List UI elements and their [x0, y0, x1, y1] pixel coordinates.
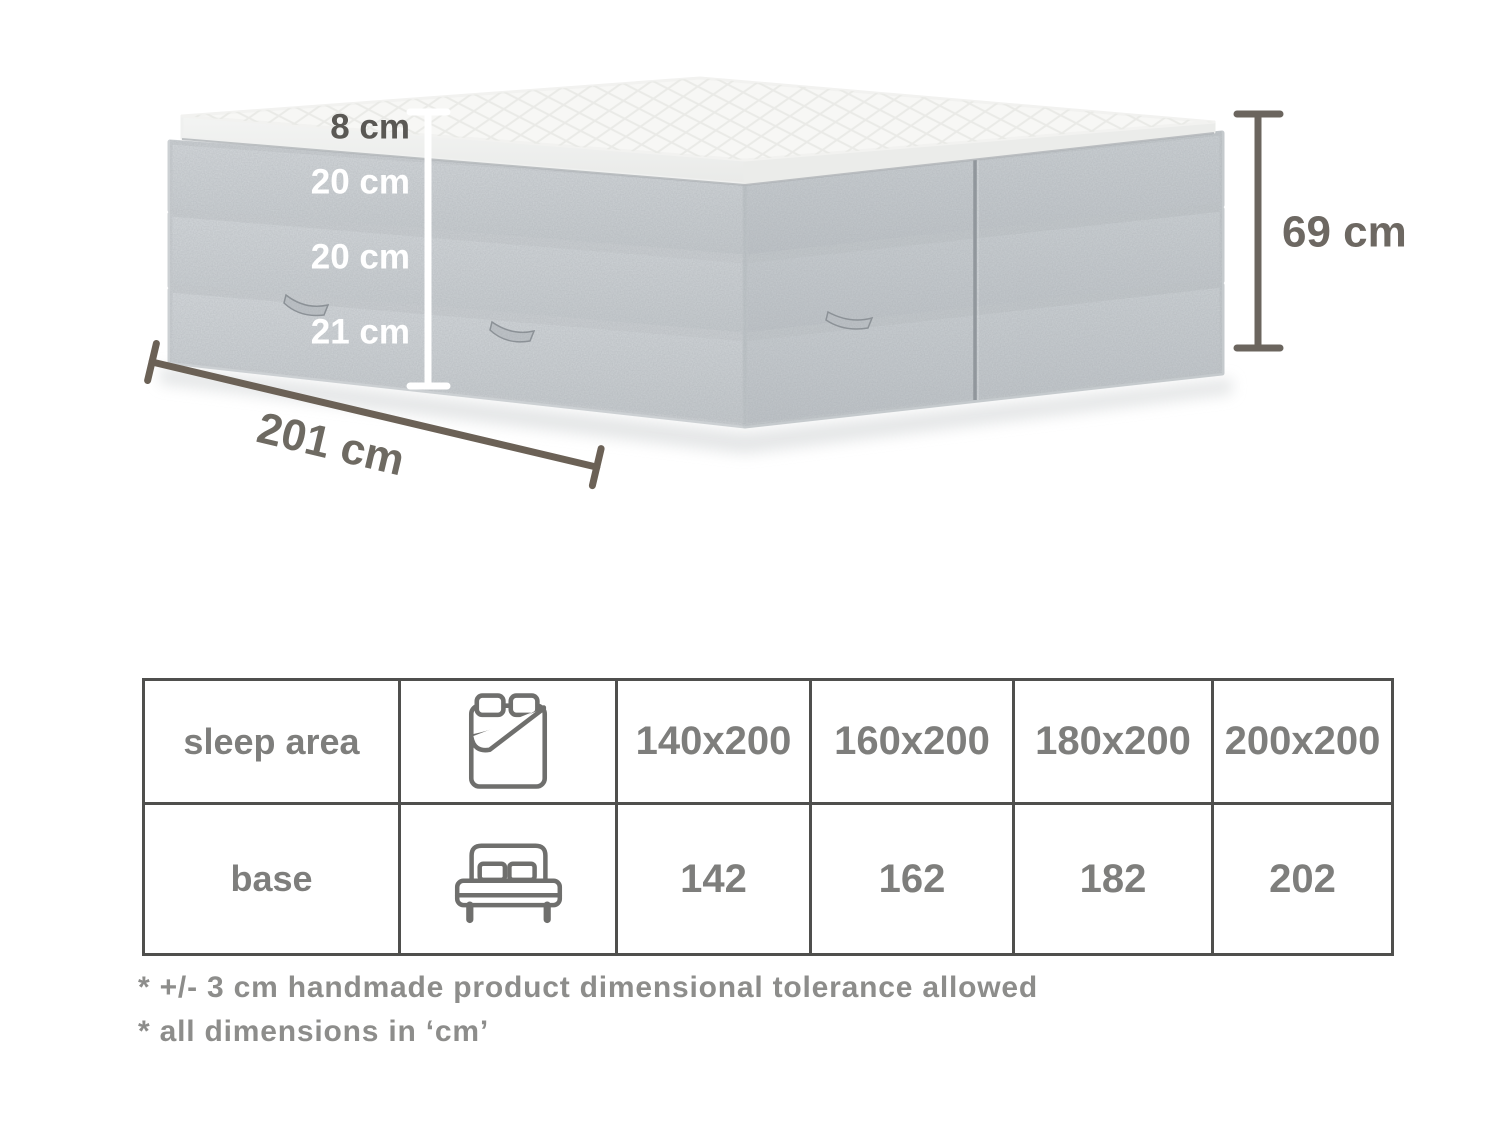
footnotes: * +/- 3 cm handmade product dimensional … — [138, 966, 1038, 1054]
base-size-3: 182 — [1079, 856, 1147, 901]
footnote-units: * all dimensions in ‘cm’ — [138, 1015, 489, 1048]
table-row-base: base 142 162 182 202 — [142, 802, 1394, 956]
base-size-4: 202 — [1269, 856, 1336, 901]
sleep-area-size-1: 140x200 — [635, 719, 792, 763]
sleep-area-size-2: 160x200 — [834, 719, 990, 763]
mattress-top-view-icon — [468, 693, 548, 789]
total-height-label: 69 cm — [1282, 208, 1407, 257]
sleep-area-size-4: 200x200 — [1224, 719, 1381, 763]
quilted-topper — [180, 76, 1216, 187]
row-label-base: base — [230, 858, 313, 899]
size-table: sleep area 140x200 160x200 180x200 200x2… — [142, 678, 1394, 956]
layer-label-base: 21 cm — [311, 313, 410, 352]
base-size-1: 142 — [680, 856, 747, 901]
table-row-sleep-area: sleep area 140x200 160x200 180x200 200x2… — [142, 678, 1394, 805]
layer-label-mattress-1: 20 cm — [311, 163, 410, 202]
floor-shadow — [160, 366, 1232, 454]
layer-label-topper: 8 cm — [330, 108, 410, 147]
layer-measure-line — [406, 108, 451, 390]
sleep-area-size-3: 180x200 — [1035, 719, 1191, 763]
layer-label-mattress-2: 20 cm — [311, 238, 410, 277]
bed-front-view-icon — [454, 843, 562, 924]
base-size-2: 162 — [878, 856, 946, 901]
total-height-measure-line — [1233, 110, 1284, 352]
row-label-sleep-area: sleep area — [183, 720, 360, 762]
footnote-tolerance: * +/- 3 cm handmade product dimensional … — [138, 971, 1038, 1004]
bed-illustration: 8 cm 20 cm 20 cm 21 cm 69 cm 201 cm — [144, 76, 1407, 490]
